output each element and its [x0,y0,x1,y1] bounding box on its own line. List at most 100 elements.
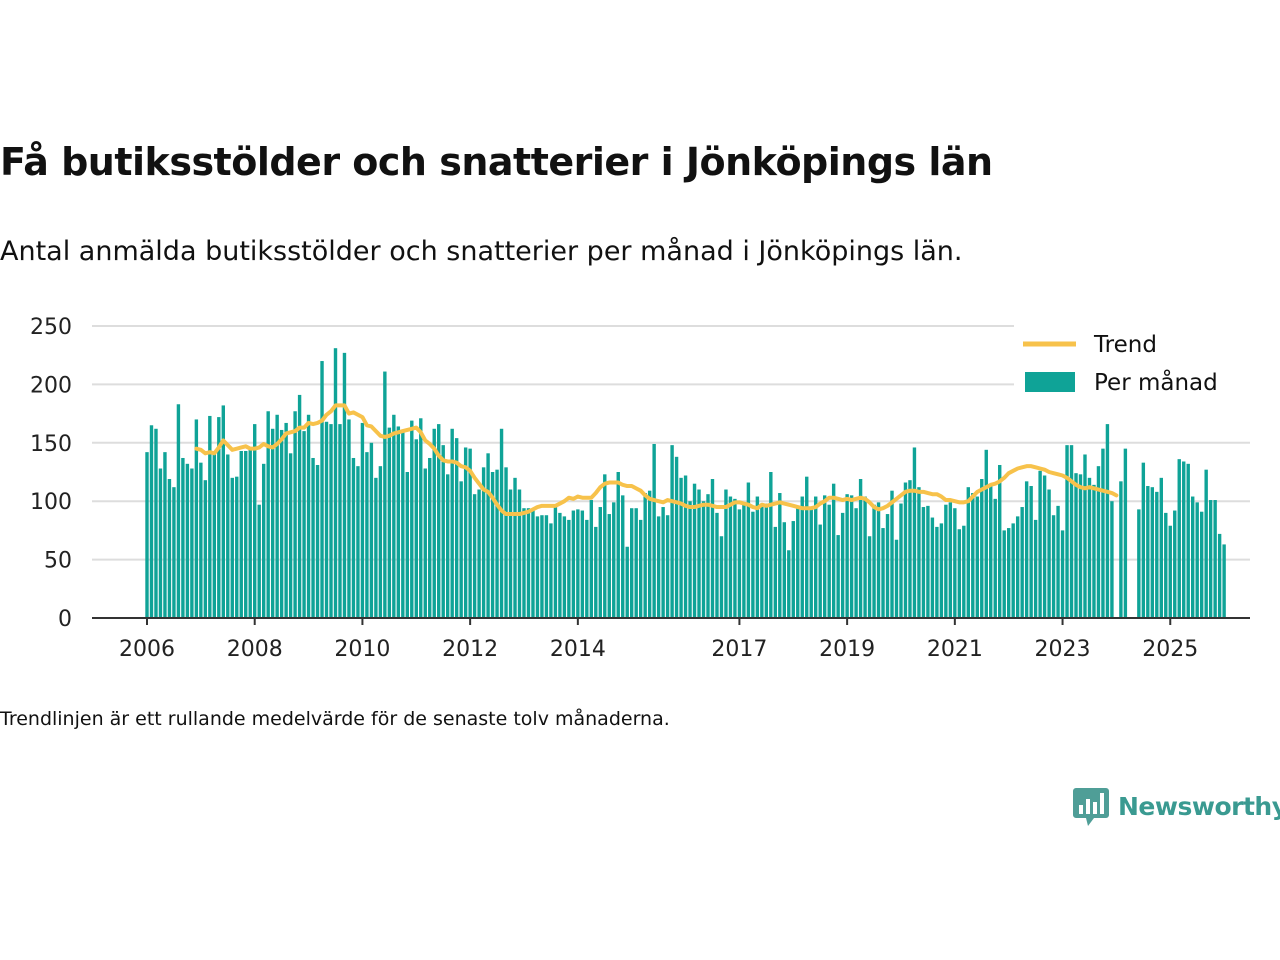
bar [329,424,333,618]
bar [190,468,194,618]
bar [549,523,553,618]
bar [1182,461,1186,618]
legend-trend-label: Trend [1093,332,1157,358]
bar [454,438,459,618]
bar [477,489,481,618]
bar [472,494,477,618]
bar [1020,507,1024,618]
bar [257,504,261,618]
x-tick-label: 2008 [227,637,283,662]
bar [504,467,508,618]
bar [796,505,800,618]
bar [1024,481,1029,618]
bar [630,508,634,618]
bar [791,521,795,618]
bar [589,500,594,618]
bar [724,489,728,618]
y-axis-ticks: 0 50 100 150 200 250 [30,315,72,632]
bar [333,348,338,618]
bar [513,477,517,618]
bar [185,463,190,618]
bar [239,450,243,618]
bar [392,414,396,618]
bar [149,425,154,618]
bar [432,428,436,618]
bar [1159,477,1163,618]
bar [320,361,324,618]
bar [562,516,567,618]
bar [558,512,562,618]
bar [365,452,369,618]
bar [962,525,966,618]
bar [598,507,602,618]
bar [540,515,544,618]
bar [517,489,522,618]
bar [522,508,526,618]
legend-bar-swatch [1025,372,1075,392]
y-tick-label: 100 [30,490,72,515]
bar [867,536,872,618]
bar [1164,512,1168,618]
bar [782,522,786,618]
bar [1168,525,1172,618]
footnote: Trendlinjen är ett rullande medelvärde f… [0,708,670,730]
bar [800,496,804,618]
bar [396,426,401,618]
bar [1123,448,1128,618]
bar [661,507,665,618]
bar [351,457,356,618]
bar [715,512,719,618]
legend-bar-label: Per månad [1094,368,1218,396]
bar [369,442,374,618]
bar [450,428,454,618]
bar [885,514,890,618]
bar [594,526,598,618]
bar [683,475,688,618]
bar [948,502,953,618]
bar [526,508,531,618]
bar [647,490,652,618]
newsworthy-logo-icon [1073,788,1109,826]
bar [1056,505,1060,618]
bar [984,449,988,618]
bar [423,468,427,618]
chart-title: Få butiksstölder och snatterier i Jönköp… [0,140,993,184]
bar [840,512,845,618]
bar [347,419,351,618]
bar [912,447,917,618]
bar [154,428,158,618]
bar [226,454,230,618]
bar [836,535,840,618]
bar [621,495,625,618]
bar [1087,477,1092,618]
bar [989,486,993,618]
bar [486,453,490,618]
bar [742,504,746,618]
y-tick-label: 0 [58,607,72,632]
bar [297,394,302,618]
bar [876,502,881,618]
bar [679,477,683,618]
bar [652,443,656,618]
bar [980,479,984,618]
bar [1038,470,1042,618]
bar [324,421,329,618]
bar [881,528,885,618]
bar [1015,516,1020,618]
trend-line [194,403,1119,517]
bar [1011,523,1015,618]
bar [1222,544,1226,618]
bar [217,417,221,618]
bar [288,453,293,618]
x-tick-label: 2019 [819,637,875,662]
bar [446,474,450,618]
bar [383,371,387,618]
bar [567,519,571,618]
brand-logo[interactable]: Newsworthy [1072,785,1280,827]
bar [890,490,894,618]
bar [935,526,939,618]
bar [199,462,203,618]
bar [468,448,472,618]
y-tick-label: 50 [44,549,72,574]
bar [616,472,620,618]
